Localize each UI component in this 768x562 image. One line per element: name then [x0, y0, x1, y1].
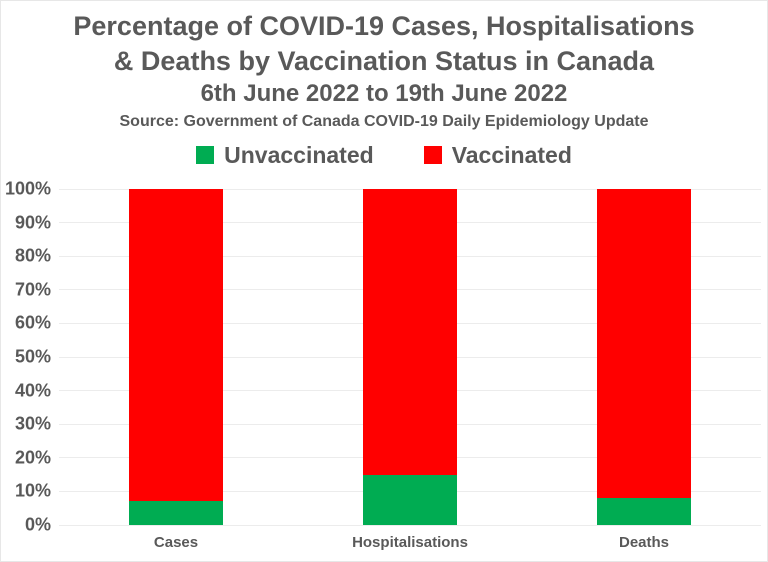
y-axis-tick-label-20: 20%	[14, 447, 51, 468]
legend-label-unvaccinated: Unvaccinated	[224, 141, 374, 168]
legend: Unvaccinated Vaccinated	[1, 141, 767, 169]
y-axis: 0% 10% 20% 30% 40% 50% 60% 70% 80% 90% 100%	[1, 179, 51, 535]
legend-label-vaccinated: Vaccinated	[451, 141, 572, 168]
y-axis-tick-label-90: 90%	[14, 212, 51, 233]
chart-title-line1: Percentage of COVID-19 Cases, Hospitalis…	[73, 11, 695, 41]
x-axis-label-deaths: Deaths	[618, 534, 670, 551]
legend-swatch-unvaccinated	[196, 146, 215, 164]
plot-area: 0% 10% 20% 30% 40% 50% 60% 70% 80% 90% 100% Cases H…	[5, 179, 761, 551]
bar-segment-unvaccinated-hospitalisations	[363, 474, 457, 525]
bar-deaths	[597, 189, 691, 525]
bar-cases	[129, 189, 223, 525]
bar-segment-vaccinated-hospitalisations	[363, 189, 457, 475]
y-axis-tick-label-80: 80%	[14, 245, 51, 266]
bar-slot-deaths	[527, 189, 761, 525]
chart-region: 0% 10% 20% 30% 40% 50% 60% 70% 80% 90% 100% Cases H…	[5, 179, 761, 551]
y-axis-tick-label-70: 70%	[14, 279, 51, 300]
legend-item-unvaccinated: Unvaccinated	[196, 142, 374, 169]
y-axis-tick-label-60: 60%	[14, 312, 51, 333]
bar-segment-unvaccinated-cases	[129, 501, 223, 525]
y-axis-tick-label-50: 50%	[14, 346, 51, 367]
y-axis-tick-label-0: 0%	[24, 514, 51, 535]
legend-swatch-vaccinated	[423, 146, 442, 164]
x-axis: Cases Hospitalisations Deaths	[59, 534, 761, 551]
gridline-100	[59, 188, 761, 190]
y-axis-tick-label-40: 40%	[14, 380, 51, 401]
y-axis-tick-label-100: 100%	[4, 178, 51, 199]
bar-segment-vaccinated-cases	[129, 189, 223, 502]
x-axis-label-hospitalisations: Hospitalisations	[352, 534, 468, 551]
chart-subtitle: 6th June 2022 to 19th June 2022	[200, 80, 568, 107]
chart-source: Source: Government of Canada COVID-19 Da…	[119, 113, 649, 130]
bar-row	[59, 189, 761, 525]
y-axis-tick-label-10: 10%	[14, 480, 51, 501]
gridline-0	[59, 524, 761, 526]
bar-hospitalisations	[363, 189, 457, 525]
chart-header: Percentage of COVID-19 Cases, Hospitalis…	[1, 1, 767, 132]
bar-segment-vaccinated-deaths	[597, 189, 691, 499]
chart-title-line2: & Deaths by Vaccination Status in Canada	[113, 46, 655, 76]
bar-slot-cases	[59, 189, 293, 525]
legend-item-vaccinated: Vaccinated	[423, 141, 572, 169]
x-axis-label-cases: Cases	[153, 534, 199, 551]
bar-slot-hospitalisations	[293, 189, 527, 525]
y-axis-tick-label-30: 30%	[14, 413, 51, 434]
bar-segment-unvaccinated-deaths	[597, 498, 691, 525]
